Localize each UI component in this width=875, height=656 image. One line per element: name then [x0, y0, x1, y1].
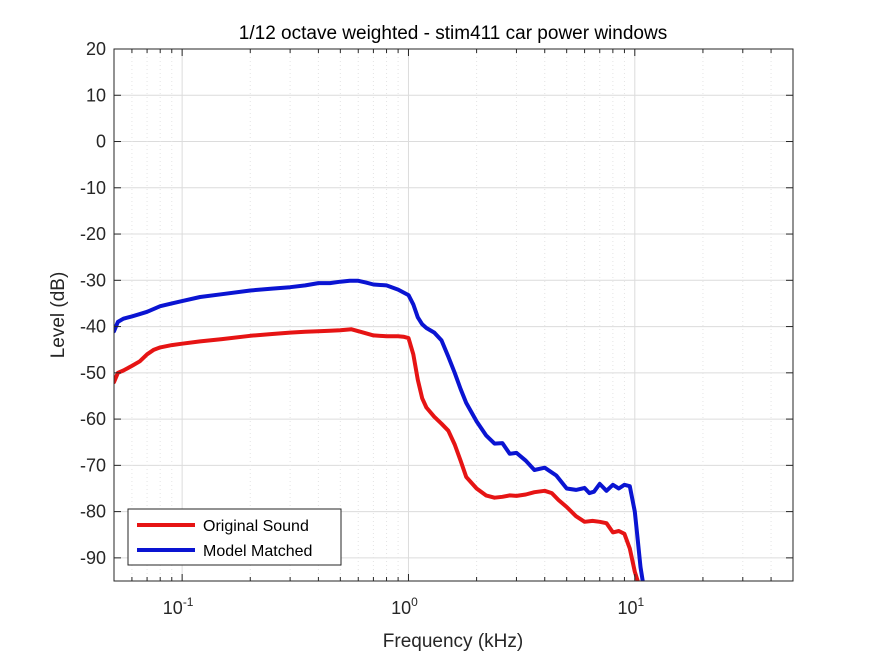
legend: Original Sound Model Matched [127, 508, 342, 566]
x-tick-exponent: 1 [637, 595, 644, 609]
x-tick-base: 10 [617, 598, 637, 618]
x-axis: 10-1 100 101 [113, 49, 794, 618]
y-axis: 20 10 0 -10 -20 -30 -40 -50 -60 -70 -80 -90 [80, 39, 793, 568]
x-tick-label: 100 [391, 595, 418, 618]
x-tick-exponent: 0 [411, 595, 418, 609]
y-axis-label: Level (dB) [48, 272, 69, 359]
legend-label: Model Matched [203, 543, 312, 560]
chart-title: 1/12 octave weighted - stim411 car power… [239, 23, 667, 44]
y-tick-label: -20 [80, 224, 106, 244]
y-tick-label: -30 [80, 270, 106, 290]
legend-box [127, 508, 342, 566]
plot-area [114, 49, 793, 581]
y-tick-label: -70 [80, 455, 106, 475]
x-tick-label: 101 [617, 595, 644, 618]
series-layer [114, 278, 645, 581]
y-tick-label: -40 [80, 317, 106, 337]
plot-frame [113, 48, 794, 582]
series-line-original-sound [114, 327, 641, 581]
y-tick-label: -80 [80, 502, 106, 522]
y-tick-label: 10 [86, 85, 106, 105]
y-tick-label: 20 [86, 39, 106, 59]
y-tick-label: -10 [80, 178, 106, 198]
x-tick-exponent: -1 [183, 595, 194, 609]
x-tick-base: 10 [391, 598, 411, 618]
y-tick-label: -90 [80, 548, 106, 568]
legend-label: Original Sound [203, 518, 309, 535]
y-tick-label: -50 [80, 363, 106, 383]
y-tick-label: 0 [96, 132, 106, 152]
y-tick-label: -60 [80, 409, 106, 429]
series-line-model-matched [114, 278, 645, 581]
x-tick-base: 10 [163, 598, 183, 618]
x-tick-label: 10-1 [163, 595, 194, 618]
x-axis-label: Frequency (kHz) [383, 631, 523, 652]
